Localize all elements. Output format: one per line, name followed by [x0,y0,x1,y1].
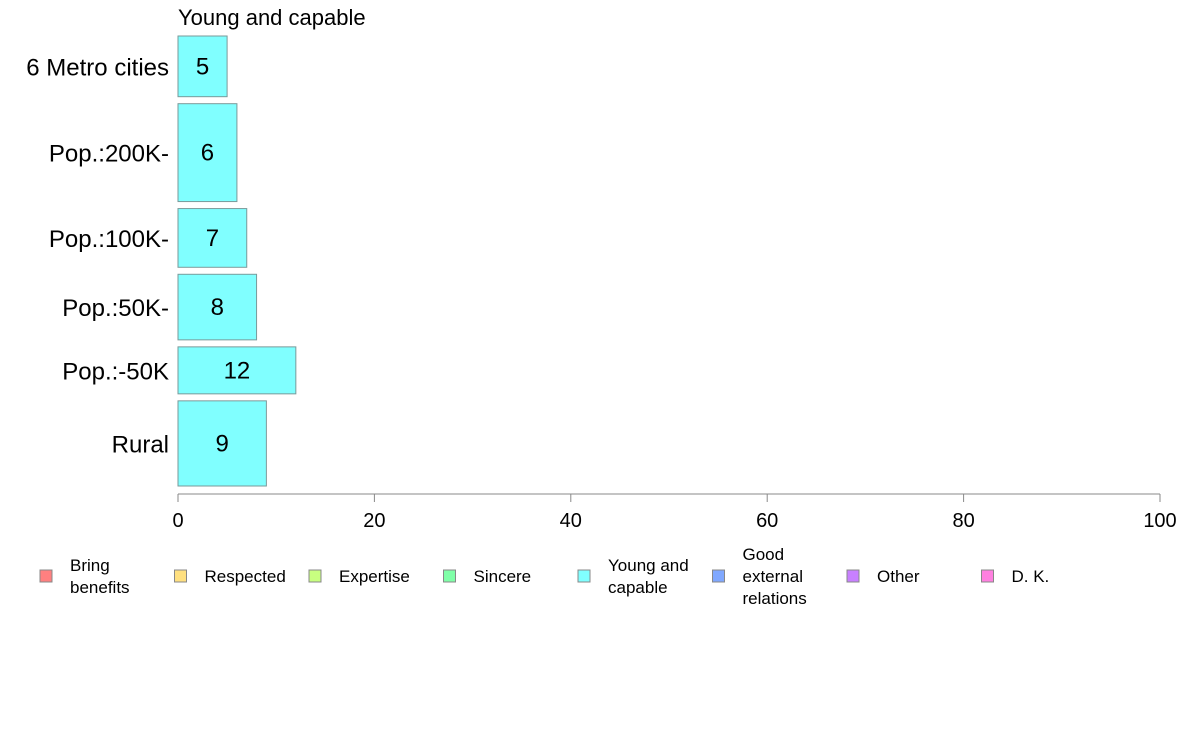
x-tick-label: 80 [952,510,974,532]
legend-item: Other [846,567,920,586]
category-label: Pop.:200K- [49,141,169,168]
legend-label: Other [877,567,920,586]
legend-swatch [308,569,322,583]
x-tick-label: 0 [172,510,183,532]
legend-label-line: Sincere [474,567,532,586]
x-tick-label: 20 [363,510,385,532]
x-tick-label: 60 [756,510,778,532]
bar-value-label: 9 [216,430,229,457]
legend-item: Sincere [443,567,532,586]
legend-label: Bring benefits [70,556,130,597]
legend-swatch [443,569,456,583]
bar-value-label: 12 [224,357,251,384]
legend: Bring benefits Respected Expertise Sincere Yo… [39,545,1050,608]
bar [177,35,228,98]
legend-swatch [174,569,187,583]
bar-value-label: 8 [211,294,224,321]
legend-item: Good external relations [712,545,807,608]
legend-label-line: capable [608,578,668,597]
legend-label-line: Other [877,567,920,586]
legend-item: Bring benefits [39,556,130,597]
bar [177,208,248,268]
bar [177,103,238,203]
legend-swatch [846,569,860,583]
legend-item: Young and capable [577,556,689,597]
legend-label-line: Expertise [339,567,410,586]
category-label: Pop.:-50K [62,358,169,385]
legend-label-line: Respected [205,567,286,586]
legend-swatch [712,569,725,583]
category-label: 6 Metro cities [26,54,169,81]
legend-label: Sincere [474,567,532,586]
bar [177,400,267,487]
legend-item: Respected [174,567,286,586]
legend-label-line: benefits [70,578,130,597]
legend-label: Respected [205,567,286,586]
x-axis: 0 20 40 60 80 100 [172,493,1177,532]
bar-value-label: 6 [201,140,214,167]
legend-item: D. K. [981,567,1050,586]
x-tick-label: 40 [560,510,582,532]
legend-label: Young and capable [608,556,689,597]
legend-swatch [577,569,591,583]
bar [177,346,297,395]
legend-label: Good external relations [743,545,807,608]
legend-label-line: Good [743,545,785,564]
legend-label-line: Young and [608,556,689,575]
bar-value-label: 5 [196,53,209,80]
legend-label: D. K. [1012,567,1050,586]
legend-label-line: D. K. [1012,567,1050,586]
x-tick-label: 100 [1143,510,1176,532]
bar-value-label: 7 [206,225,219,252]
legend-swatch [39,569,53,583]
bars-group: 5 6 Metro cities 6 Pop.:200K- 7 Pop.:100K- 8 Po… [26,35,297,487]
chart-title: Young and capable [178,5,366,30]
category-label: Pop.:100K- [49,226,169,253]
bar [177,273,258,341]
legend-label-line: Bring [70,556,110,575]
legend-label-line: relations [743,589,807,608]
category-label: Rural [112,431,169,458]
legend-item: Expertise [308,567,410,586]
legend-label-line: external [743,567,803,586]
legend-swatch [981,569,994,583]
legend-label: Expertise [339,567,410,586]
category-label: Pop.:50K- [62,295,169,322]
